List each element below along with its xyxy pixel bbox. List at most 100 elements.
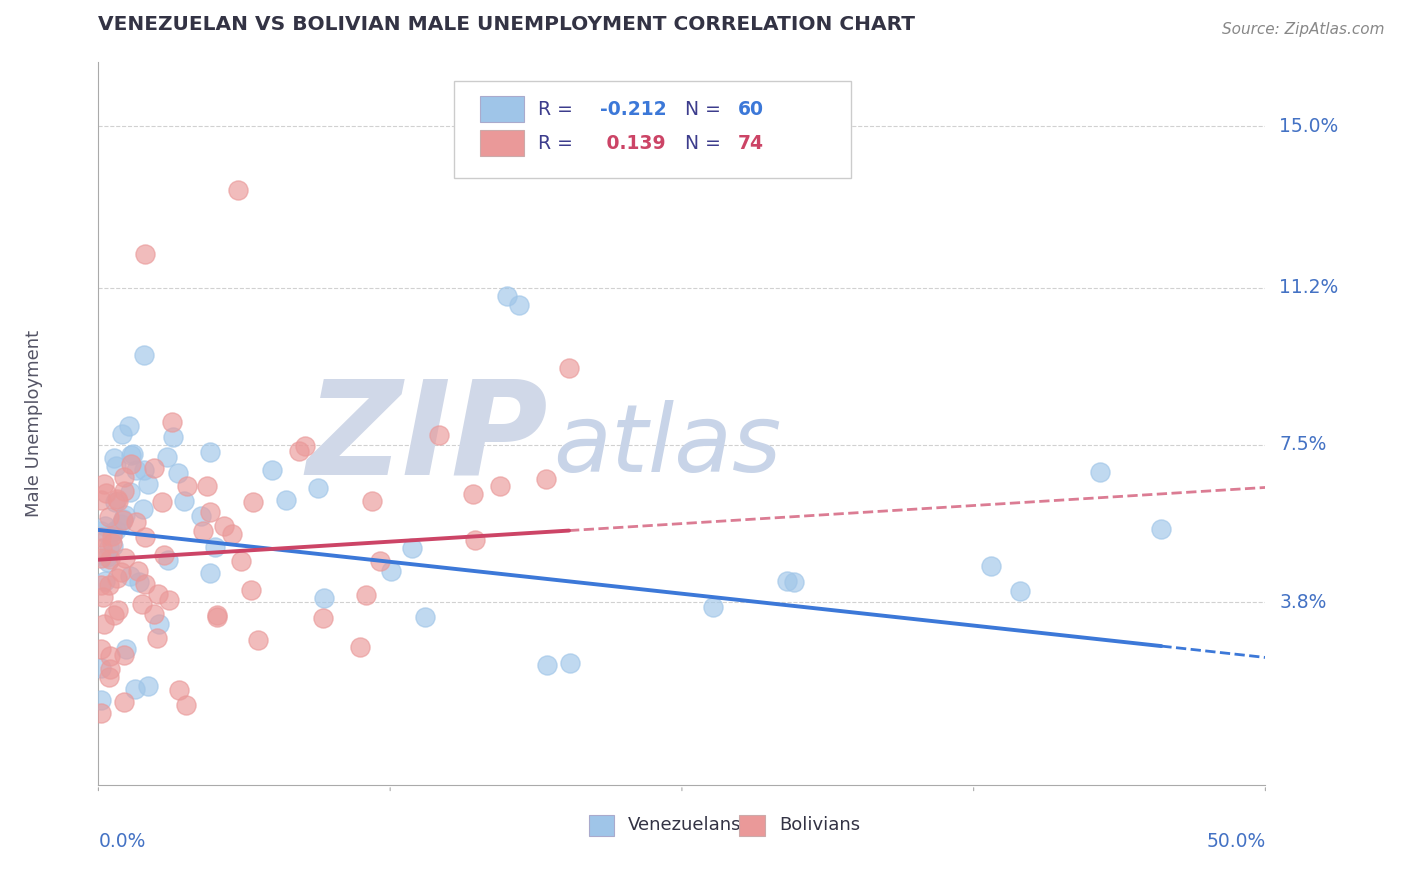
Point — [231, 554, 253, 568]
Point — [103, 607, 125, 622]
Text: -0.212: -0.212 — [600, 100, 666, 119]
Point — [110, 565, 132, 579]
Point — [143, 460, 166, 475]
Point — [90, 661, 112, 675]
Point — [368, 553, 391, 567]
Point — [97, 555, 120, 569]
Point — [156, 450, 179, 465]
Point — [114, 551, 136, 566]
Point — [128, 574, 150, 589]
Text: 0.0%: 0.0% — [98, 832, 146, 851]
Point — [127, 564, 149, 578]
Point — [90, 692, 112, 706]
Point — [461, 487, 484, 501]
Point — [294, 439, 316, 453]
Point — [427, 427, 450, 442]
Point — [114, 641, 136, 656]
Point — [167, 467, 190, 481]
FancyBboxPatch shape — [740, 815, 765, 836]
Text: Male Unemployment: Male Unemployment — [25, 330, 44, 517]
Point — [174, 698, 197, 713]
Point — [98, 648, 121, 663]
Point — [195, 478, 218, 492]
Text: 11.2%: 11.2% — [1279, 278, 1339, 297]
Point — [240, 582, 263, 597]
Text: N =: N = — [685, 100, 727, 119]
Point — [90, 578, 112, 592]
Point — [131, 597, 153, 611]
Point — [242, 494, 264, 508]
Point — [105, 492, 128, 507]
Point — [148, 617, 170, 632]
Point — [489, 479, 512, 493]
Point — [93, 574, 115, 588]
Point — [783, 574, 806, 589]
Text: 3.8%: 3.8% — [1279, 592, 1327, 612]
Point — [536, 657, 558, 672]
Point — [125, 515, 148, 529]
Point — [112, 696, 135, 710]
Point — [134, 246, 156, 260]
Point — [134, 577, 156, 591]
Point — [105, 571, 128, 585]
Point — [104, 459, 127, 474]
Point — [200, 566, 222, 580]
Point — [534, 472, 557, 486]
Point — [93, 616, 115, 631]
Point — [118, 569, 141, 583]
Point — [150, 495, 173, 509]
Point — [193, 524, 215, 538]
FancyBboxPatch shape — [454, 80, 851, 178]
Point — [103, 525, 125, 540]
Point — [90, 493, 112, 508]
Point — [288, 444, 311, 458]
Point — [160, 415, 183, 429]
Point — [246, 633, 269, 648]
Point — [205, 608, 228, 623]
Point — [401, 541, 423, 555]
Point — [94, 519, 117, 533]
Point — [146, 587, 169, 601]
Point — [90, 551, 112, 566]
Point — [90, 706, 112, 720]
Point — [90, 541, 112, 555]
Point — [157, 593, 180, 607]
Point — [111, 427, 134, 442]
Point — [97, 670, 120, 684]
Point — [97, 541, 120, 555]
Point — [980, 558, 1002, 573]
Point — [132, 349, 155, 363]
Point — [90, 641, 112, 656]
Point — [276, 492, 298, 507]
Point — [146, 631, 169, 645]
Point — [1008, 584, 1031, 599]
Point — [107, 494, 129, 508]
Point — [176, 479, 198, 493]
Point — [112, 483, 135, 498]
Point — [104, 523, 127, 537]
Point — [93, 477, 115, 491]
Point — [96, 550, 118, 565]
Text: R =: R = — [538, 134, 579, 153]
Text: N =: N = — [685, 134, 727, 153]
FancyBboxPatch shape — [479, 130, 524, 156]
Point — [262, 463, 284, 477]
Text: ZIP: ZIP — [307, 375, 548, 501]
Point — [111, 511, 134, 525]
Point — [131, 502, 153, 516]
Point — [508, 298, 530, 312]
Text: atlas: atlas — [554, 400, 782, 491]
Point — [132, 463, 155, 477]
Text: Venezuelans: Venezuelans — [628, 816, 742, 834]
Point — [112, 648, 135, 662]
Point — [198, 505, 221, 519]
Point — [122, 448, 145, 462]
Point — [356, 588, 378, 602]
Point — [380, 565, 402, 579]
Point — [112, 470, 135, 484]
Point — [98, 551, 121, 566]
Point — [93, 590, 115, 604]
Text: Source: ZipAtlas.com: Source: ZipAtlas.com — [1222, 22, 1385, 37]
Point — [153, 548, 176, 562]
Point — [125, 462, 148, 476]
